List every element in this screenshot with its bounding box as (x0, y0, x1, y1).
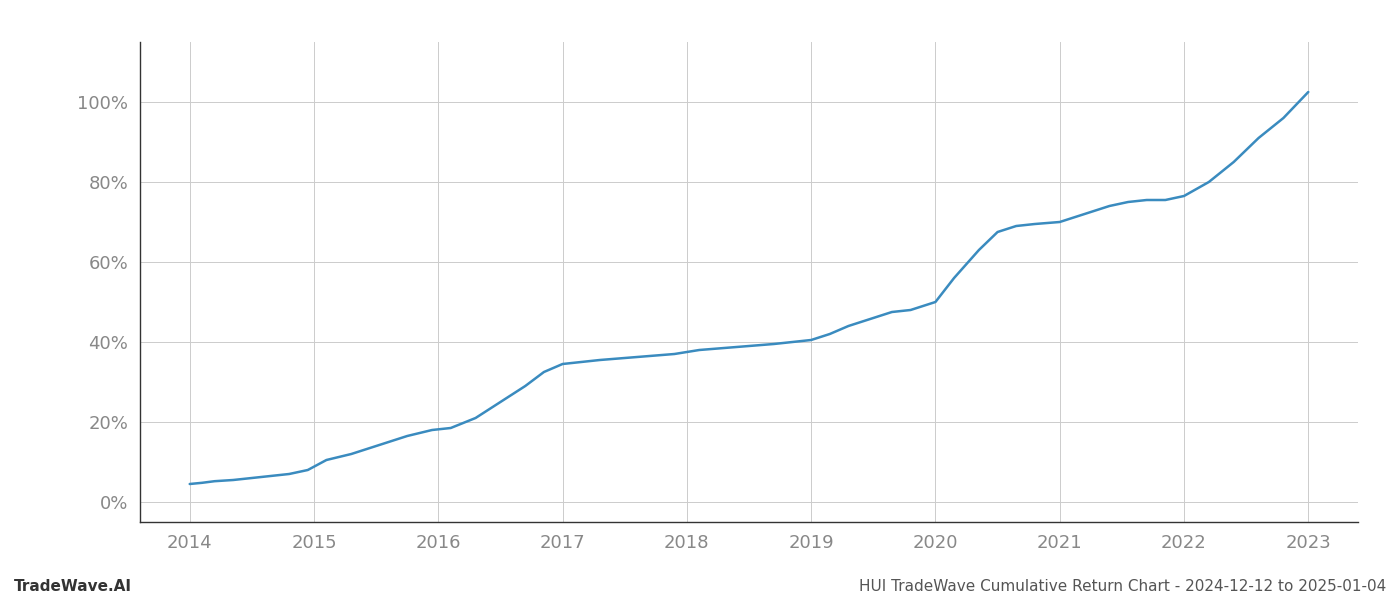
Text: TradeWave.AI: TradeWave.AI (14, 579, 132, 594)
Text: HUI TradeWave Cumulative Return Chart - 2024-12-12 to 2025-01-04: HUI TradeWave Cumulative Return Chart - … (858, 579, 1386, 594)
